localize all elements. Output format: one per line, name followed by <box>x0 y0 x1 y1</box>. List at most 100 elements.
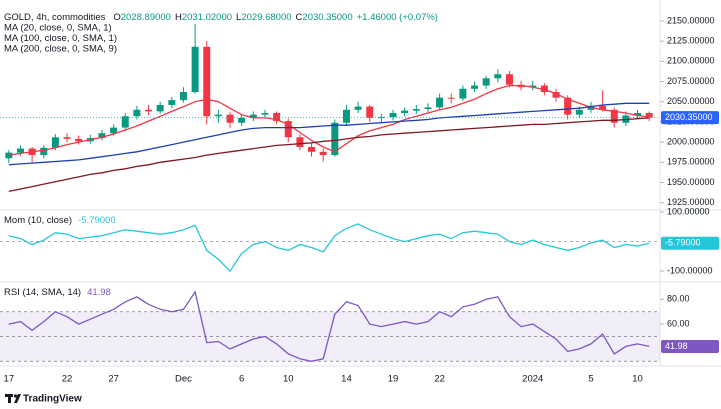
quote-label: C <box>296 12 303 23</box>
candle-body <box>401 110 409 114</box>
y-tick-label: 2050.00000 <box>667 96 715 106</box>
panel-header: GOLD, 4h, commodities O2028.89000 H2031.02… <box>4 12 438 23</box>
last-value-label: 41.98 <box>665 341 688 351</box>
x-tick-label: 10 <box>632 374 643 385</box>
quote-value: 2029.68000 <box>241 12 291 23</box>
candle-body <box>308 146 316 152</box>
candle-body <box>645 113 653 118</box>
panel-title: GOLD, 4h, commodities <box>4 12 106 23</box>
candle-body <box>459 88 467 99</box>
y-tick-label: 1975.00000 <box>667 157 715 167</box>
candle-body <box>610 109 618 123</box>
candle-body <box>354 106 362 110</box>
series-line <box>8 102 650 166</box>
candle-body <box>203 46 211 117</box>
panel-title: RSI (14, SMA, 14) <box>4 287 81 298</box>
last-value-box <box>661 111 719 125</box>
brand: TradingView <box>23 394 82 405</box>
y-tick-label: 60.00 <box>667 318 690 328</box>
quote-change: +1.46000 (+0.07%) <box>357 12 438 23</box>
candle-body <box>121 116 129 128</box>
candle-body <box>599 105 607 110</box>
last-value-box <box>661 339 719 353</box>
candle-body <box>436 97 444 108</box>
candle-body <box>63 137 71 139</box>
candle-body <box>424 107 432 109</box>
quote-label: L <box>236 12 241 23</box>
candle-body <box>191 46 199 93</box>
candle-body <box>575 109 583 115</box>
candle-body <box>5 152 13 159</box>
candle-body <box>261 113 269 115</box>
candle-body <box>145 109 153 112</box>
x-tick-label: 19 <box>388 374 399 385</box>
x-tick-label: 14 <box>341 374 352 385</box>
candle-body <box>482 78 490 86</box>
candle-body <box>540 85 548 93</box>
y-tick-label: 2150.00000 <box>667 15 715 25</box>
y-tick-label: -100.00000 <box>667 265 713 275</box>
x-tick-label: Dec <box>175 374 192 385</box>
brand-logo: TradingView <box>5 394 82 405</box>
candle-body <box>168 100 176 105</box>
y-tick-label: 1925.00000 <box>667 197 715 207</box>
candle-body <box>447 97 455 99</box>
logo-part <box>13 394 18 398</box>
logo-part <box>14 394 21 403</box>
panel-header: RSI (14, SMA, 14) 41.98 <box>4 287 111 298</box>
candle-body <box>389 113 397 118</box>
x-tick-label: 27 <box>108 374 119 385</box>
candle-body <box>51 137 59 148</box>
y-tick-label: 2100.00000 <box>667 56 715 66</box>
candle-body <box>249 114 257 118</box>
quote-value: 2030.35000 <box>302 12 352 23</box>
candle-body <box>366 106 374 118</box>
panel-value: -5.79000 <box>78 215 116 226</box>
series-line <box>8 117 650 193</box>
candle-body <box>133 109 141 117</box>
candle-body <box>238 117 246 123</box>
panel-header: Mom (10, close) -5.79000 <box>4 215 116 226</box>
quote-value: 2031.02000 <box>182 12 232 23</box>
quote-label: O <box>113 12 120 23</box>
panel-title: Mom (10, close) <box>4 215 72 226</box>
candle-body <box>110 127 118 134</box>
x-tick-label: 5 <box>588 374 593 385</box>
x-tick-label: 10 <box>283 374 294 385</box>
quote-label: H <box>175 12 182 23</box>
candle-body <box>342 109 350 123</box>
y-tick-label: 80.00 <box>667 294 690 304</box>
x-tick-label: 6 <box>239 374 244 385</box>
candle-body <box>529 85 537 88</box>
x-tick-label: 2024 <box>522 374 543 385</box>
candle-body <box>471 85 479 89</box>
candle-body <box>40 147 48 156</box>
candle-body <box>494 74 502 79</box>
y-tick-label: 2125.00000 <box>667 36 715 46</box>
candle-body <box>564 97 572 115</box>
quote-value: 2028.89000 <box>121 12 171 23</box>
legend-entry: MA (200, close, 0, SMA, 9) <box>4 44 117 55</box>
last-value-label: 2030.35000 <box>665 112 713 122</box>
x-tick-label: 22 <box>434 374 445 385</box>
candle-body <box>16 148 24 153</box>
y-tick-label: 1950.00000 <box>667 177 715 187</box>
candle-body <box>319 151 327 156</box>
last-value-box <box>661 236 719 250</box>
y-tick-label: 100.00000 <box>667 206 710 216</box>
candle-body <box>284 121 292 138</box>
logo-part <box>8 394 11 403</box>
candle-body <box>156 104 164 112</box>
candle-body <box>273 113 281 122</box>
candle-body <box>505 74 513 85</box>
legend-entry: MA (100, close, 0, SMA, 1) <box>4 33 117 44</box>
series-line <box>8 223 650 273</box>
candle-body <box>75 138 83 142</box>
candle-body <box>98 133 106 139</box>
x-tick-label: 17 <box>4 374 15 385</box>
candle-body <box>552 92 560 98</box>
candle-body <box>179 92 187 101</box>
last-value-label: -5.79000 <box>665 238 701 248</box>
candle-body <box>226 114 234 123</box>
